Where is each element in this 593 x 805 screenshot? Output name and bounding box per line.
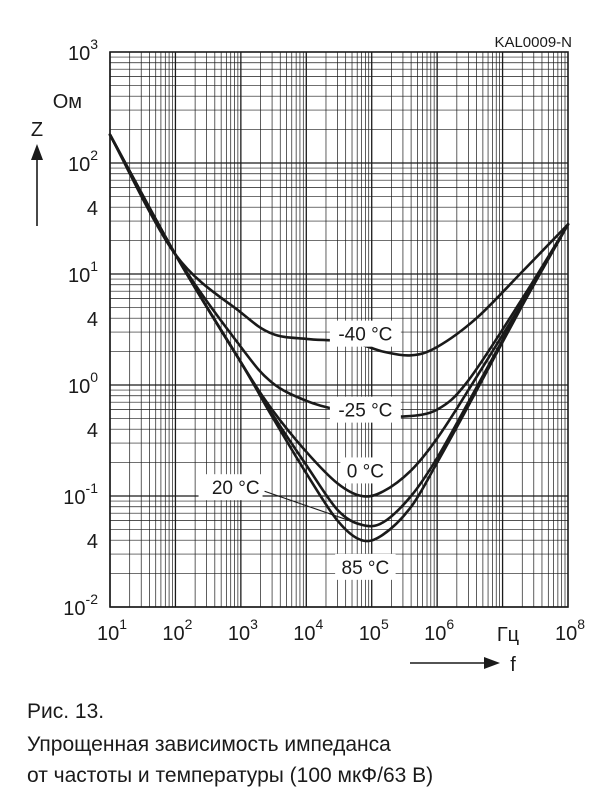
y-tick-label: 4	[87, 420, 98, 442]
y-tick-label: 4	[87, 198, 98, 220]
y-tick-label: 4	[87, 309, 98, 331]
x-tick-labels: 101 102 103 104 105 106 108	[97, 616, 585, 645]
y-tick-labels: 103 102 4 101 4 100 4 10-1 4 10-2	[63, 36, 98, 620]
series-label-bg-40C	[329, 320, 401, 347]
x-tick-label: 108	[555, 616, 585, 645]
caption-line-2: от частоты и температуры (100 мкФ/63 В)	[27, 764, 434, 787]
x-axis-unit: Гц	[497, 624, 519, 646]
series-label-bg-0C	[340, 457, 391, 484]
y-tick-label: 100	[68, 369, 98, 398]
series-label-25C: -25 °C	[338, 401, 392, 422]
plot-frame	[109, 51, 569, 608]
x-tick-label: 105	[359, 616, 389, 645]
series-label-40C: -40 °C	[338, 325, 392, 346]
y-tick-label: 4	[87, 531, 98, 553]
caption-line-1: Упрощенная зависимость импеданса	[27, 733, 391, 756]
x-axis-label: f	[510, 654, 516, 676]
y-axis-unit: Ом	[53, 91, 82, 113]
series-line-85C	[108, 133, 570, 543]
x-tick-label: 102	[162, 616, 192, 645]
series-label-20C: 20 °C	[212, 478, 260, 499]
x-tick-label: 106	[424, 616, 454, 645]
y-axis-arrow	[31, 144, 43, 226]
impedance-chart: -40 °C-25 °C0 °C20 °C85 °C 1031024101410…	[31, 34, 585, 676]
y-tick-label: 10-2	[63, 591, 98, 620]
x-tick-label: 103	[228, 616, 258, 645]
series-label-bg-25C	[329, 396, 401, 423]
y-axis-label: Z	[31, 119, 43, 141]
series-label-leader-20C	[264, 490, 362, 526]
x-axis-arrow	[410, 657, 500, 669]
series-label-bg-20C	[198, 474, 263, 501]
series-label-bg-85C	[335, 553, 396, 580]
y-tick-label: 101	[68, 258, 98, 287]
series-label-85C: 85 °C	[342, 558, 390, 579]
y-tick-label: 102	[68, 147, 98, 176]
y-tick-label: 103	[68, 36, 98, 65]
label-layer: -40 °C -25 °C 0 °C 20 °C 85 °C	[198, 320, 401, 580]
caption-number: Рис. 13.	[27, 700, 105, 723]
x-tick-label: 104	[293, 616, 323, 645]
figure-code: KAL0009-N	[494, 34, 572, 51]
series-label-0C: 0 °C	[347, 461, 384, 482]
y-tick-label: 10-1	[63, 480, 98, 509]
x-tick-label: 101	[97, 616, 127, 645]
